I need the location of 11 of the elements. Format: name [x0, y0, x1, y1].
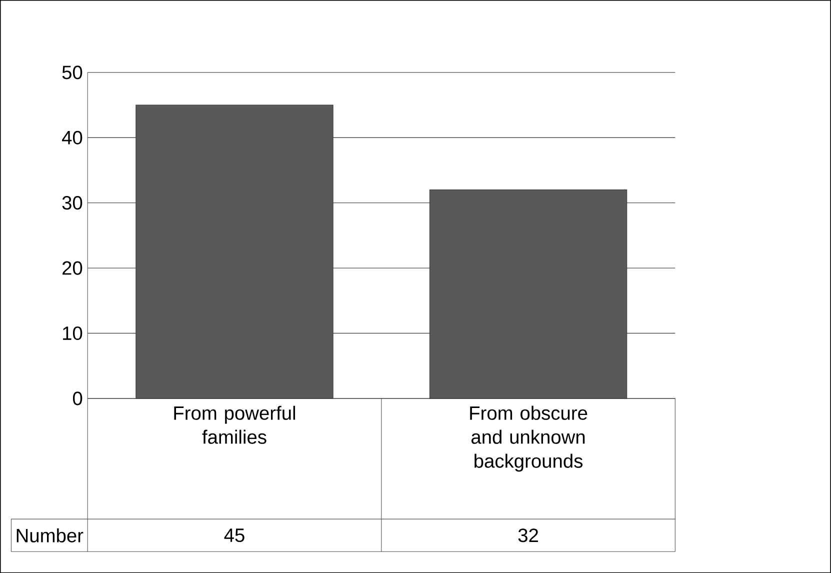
data-label: 45	[224, 528, 244, 542]
x-tick-label: From powerful families	[174, 406, 296, 444]
y-tick-label: 50	[62, 66, 82, 80]
data-label: 32	[518, 528, 538, 542]
y-tick-label: 40	[62, 130, 82, 144]
text: Number	[16, 528, 84, 542]
y-tick-label: 10	[63, 326, 82, 340]
y-tick-label: 0	[72, 392, 82, 406]
y-tick-label: 30	[62, 196, 82, 210]
y-tick-label: 20	[62, 261, 82, 275]
x-tick-label: From obscure and unknown backgrounds	[470, 406, 588, 472]
